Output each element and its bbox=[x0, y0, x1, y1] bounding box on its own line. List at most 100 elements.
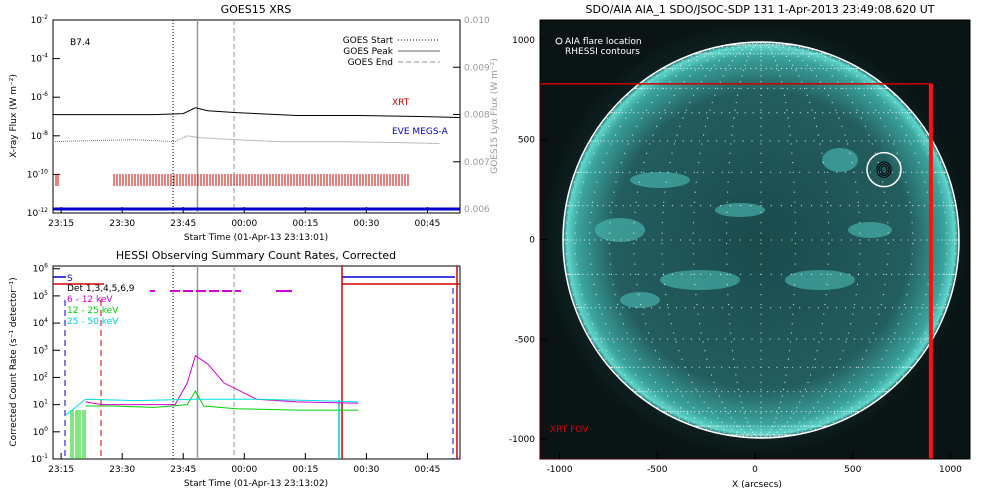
grid-dot bbox=[901, 313, 903, 315]
grid-dot bbox=[759, 437, 761, 439]
hessi-y-tick-label: 100 bbox=[33, 426, 48, 438]
grid-dot bbox=[807, 431, 809, 433]
grid-dot bbox=[696, 391, 699, 393]
hessi-legend-25-50: 25 - 50 keV bbox=[67, 317, 119, 327]
grid-dot bbox=[882, 294, 884, 296]
grid-dot bbox=[732, 53, 735, 55]
grid-dot bbox=[579, 191, 582, 193]
grid-dot bbox=[731, 46, 734, 48]
grid-dot bbox=[911, 253, 913, 255]
grid-dot bbox=[716, 338, 718, 340]
goes-y-tick-label: 10-10 bbox=[27, 168, 48, 180]
grid-dot bbox=[741, 307, 743, 309]
grid-dot bbox=[794, 242, 797, 245]
grid-dot bbox=[743, 412, 745, 414]
grid-dot bbox=[716, 428, 718, 430]
grid-dot bbox=[830, 338, 832, 340]
grid-dot bbox=[769, 49, 772, 51]
grid-dot bbox=[760, 313, 762, 315]
grid-dot bbox=[734, 44, 736, 46]
grid-dot bbox=[908, 366, 911, 368]
grid-dot bbox=[604, 171, 606, 173]
goes-y-tick-exponent: -12 bbox=[38, 207, 48, 214]
grid-dot bbox=[883, 87, 885, 89]
grid-dot bbox=[853, 374, 855, 376]
xrt-fov-label: XRT FOV bbox=[550, 425, 589, 435]
grid-dot bbox=[819, 425, 821, 427]
grid-dot bbox=[672, 381, 674, 383]
grid-dot bbox=[923, 205, 926, 207]
grid-dot bbox=[821, 140, 824, 142]
grid-dot bbox=[609, 253, 611, 255]
grid-dot bbox=[789, 433, 791, 435]
grid-dot bbox=[720, 53, 722, 55]
grid-dot bbox=[802, 395, 804, 397]
grid-dot bbox=[794, 44, 796, 46]
grid-dot bbox=[820, 425, 822, 427]
grid-dot bbox=[683, 67, 685, 70]
grid-dot bbox=[597, 338, 599, 340]
grid-dot bbox=[815, 425, 817, 427]
grid-dot bbox=[592, 338, 594, 340]
grid-dot bbox=[692, 242, 694, 245]
grid-dot bbox=[694, 69, 697, 71]
grid-dot bbox=[827, 421, 829, 423]
grid-dot bbox=[715, 67, 717, 70]
grid-dot bbox=[842, 60, 845, 62]
grid-dot bbox=[861, 112, 864, 114]
grid-dot bbox=[768, 366, 770, 368]
grid-dot bbox=[681, 60, 684, 62]
grid-dot bbox=[849, 366, 851, 368]
grid-dot bbox=[830, 140, 832, 142]
grid-dot bbox=[840, 391, 842, 393]
grid-dot bbox=[694, 67, 696, 70]
grid-dot bbox=[588, 332, 590, 334]
grid-dot bbox=[628, 171, 631, 173]
grid-dot bbox=[672, 67, 674, 70]
grid-dot bbox=[738, 44, 740, 46]
grid-dot bbox=[820, 81, 822, 83]
grid-dot bbox=[910, 263, 913, 265]
grid-dot bbox=[863, 391, 865, 393]
grid-dot bbox=[765, 67, 767, 70]
grid-dot bbox=[924, 181, 926, 183]
grid-dot bbox=[821, 52, 823, 54]
goes-legend-peak: GOES Peak bbox=[343, 47, 393, 57]
hessi-y-tick-label: 10-1 bbox=[31, 453, 49, 465]
grid-dot bbox=[662, 211, 664, 213]
grid-dot bbox=[781, 395, 783, 397]
grid-dot bbox=[566, 239, 568, 241]
grid-dot bbox=[734, 434, 737, 436]
grid-dot bbox=[840, 64, 843, 66]
grid-dot bbox=[781, 425, 783, 427]
grid-dot bbox=[799, 366, 801, 368]
grid-dot bbox=[599, 171, 601, 173]
aia-title: SDO/AIA AIA_1 SDO/JSOC-SDP 131 1-Apr-201… bbox=[586, 3, 935, 16]
grid-dot bbox=[726, 425, 728, 427]
grid-dot bbox=[703, 53, 705, 55]
grid-dot bbox=[792, 303, 795, 306]
grid-dot bbox=[923, 143, 925, 145]
rhessi-contours bbox=[876, 161, 892, 178]
grid-dot bbox=[800, 425, 802, 427]
grid-dot bbox=[789, 134, 791, 136]
grid-dot bbox=[662, 263, 664, 265]
grid-dot bbox=[789, 307, 791, 309]
grid-dot bbox=[847, 94, 849, 96]
grid-dot bbox=[661, 232, 663, 234]
grid-dot bbox=[786, 391, 789, 393]
grid-dot bbox=[774, 41, 776, 44]
grid-dot bbox=[675, 307, 678, 309]
grid-dot bbox=[760, 303, 762, 306]
grid-dot bbox=[859, 407, 861, 409]
grid-dot bbox=[745, 46, 747, 48]
grid-dot bbox=[918, 134, 920, 136]
grid-dot bbox=[629, 273, 632, 275]
grid-dot bbox=[822, 410, 824, 413]
grid-dot bbox=[751, 140, 753, 142]
grid-dot bbox=[611, 201, 613, 203]
grid-dot bbox=[736, 435, 738, 437]
goes-x-ticks: 23:15 23:30 23:45 00:00 00:15 00:30 00:45 bbox=[48, 207, 440, 229]
grid-dot bbox=[851, 64, 854, 66]
grid-dot bbox=[780, 87, 782, 89]
